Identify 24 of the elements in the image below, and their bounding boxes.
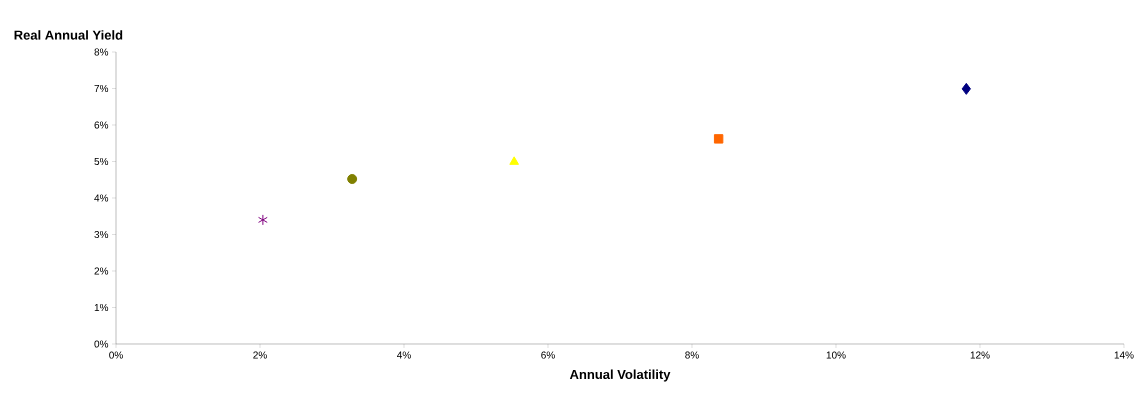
y-tick-label: 4% — [94, 194, 109, 202]
point — [961, 82, 971, 95]
y-tick-label: 8% — [94, 48, 109, 56]
y-tick-label: 7% — [94, 84, 109, 92]
x-tick-label: 10% — [826, 351, 846, 359]
x-tick-label: 0% — [109, 351, 123, 359]
y-tick-label: 1% — [94, 303, 109, 311]
y-tick-label: 2% — [94, 267, 109, 275]
x-axis-title: Annual Volatility — [569, 369, 671, 382]
point — [509, 156, 519, 165]
y-tick-label: 6% — [94, 121, 109, 129]
x-tick-label: 4% — [397, 351, 411, 359]
y-axis-title: Real Annual Yield — [14, 30, 123, 40]
y-tick-label: 0% — [94, 340, 109, 348]
x-tick-label: 14% — [1114, 351, 1134, 359]
x-tick-label: 8% — [685, 351, 699, 359]
y-tick-label: 5% — [94, 157, 109, 166]
point — [258, 214, 268, 226]
point — [347, 174, 358, 185]
x-tick-label: 2% — [253, 351, 267, 359]
y-tick-label: 3% — [94, 230, 109, 239]
x-tick-label: 6% — [541, 351, 555, 359]
point — [713, 134, 724, 144]
x-tick-label: 12% — [970, 351, 990, 359]
